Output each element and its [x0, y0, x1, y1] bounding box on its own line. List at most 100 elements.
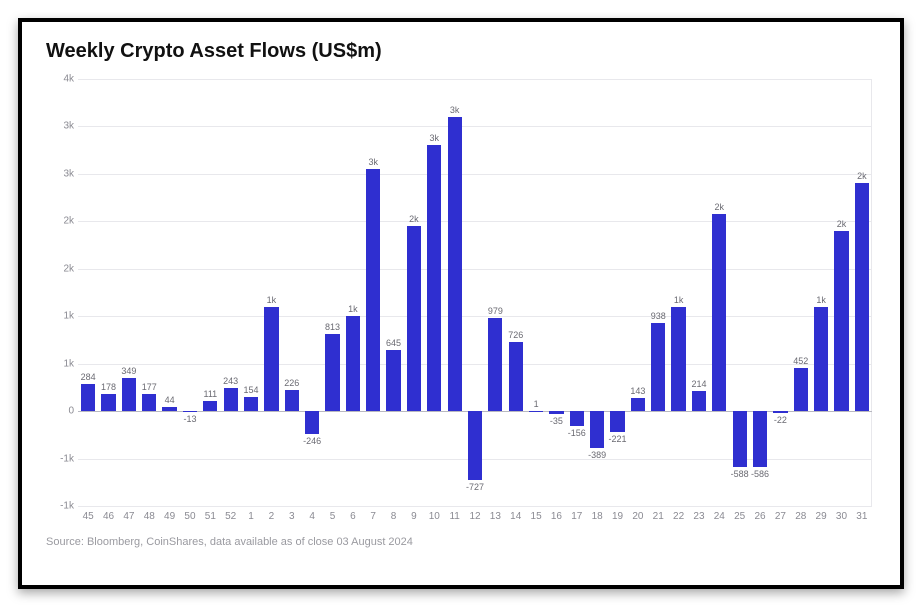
- bar-slot: -586: [750, 79, 770, 506]
- bar-slot: 177: [139, 79, 159, 506]
- chart-frame: Weekly Crypto Asset Flows (US$m) -1k-1k0…: [18, 18, 904, 589]
- x-tick-label: 45: [78, 508, 98, 528]
- bar: [712, 214, 726, 411]
- bar-value-label: 3k: [368, 157, 378, 167]
- bar: [81, 384, 95, 411]
- x-tick-label: 27: [770, 508, 790, 528]
- x-tick-label: 6: [343, 508, 363, 528]
- bar-slot: 284: [78, 79, 98, 506]
- x-tick-label: 11: [444, 508, 464, 528]
- bar-slot: 1k: [261, 79, 281, 506]
- bar-value-label: 111: [203, 389, 217, 399]
- bar-value-label: 813: [325, 322, 340, 332]
- x-tick-label: 15: [526, 508, 546, 528]
- bar-value-label: 284: [81, 372, 96, 382]
- y-tick-label: 4k: [44, 74, 78, 85]
- y-tick-label: 0: [44, 406, 78, 417]
- bar-value-label: -13: [183, 414, 196, 424]
- bar-value-label: -586: [751, 469, 769, 479]
- bar-value-label: 979: [488, 306, 503, 316]
- x-tick-label: 19: [607, 508, 627, 528]
- bar-value-label: 178: [101, 382, 116, 392]
- bar-slot: 2k: [709, 79, 729, 506]
- x-tick-label: 24: [709, 508, 729, 528]
- x-tick-label: 9: [404, 508, 424, 528]
- bar-value-label: 3k: [450, 105, 460, 115]
- x-tick-label: 31: [852, 508, 872, 528]
- x-axis: 4546474849505152123456789101112131415161…: [78, 508, 872, 528]
- bar-slot: 813: [322, 79, 342, 506]
- bar-value-label: 226: [284, 378, 299, 388]
- bar: [855, 183, 869, 411]
- bar-value-label: 2k: [715, 202, 725, 212]
- bar: [366, 169, 380, 411]
- y-tick-label: -1k: [44, 501, 78, 512]
- bar-value-label: -35: [550, 416, 563, 426]
- x-tick-label: 2: [261, 508, 281, 528]
- y-tick-label: 1k: [44, 311, 78, 322]
- x-tick-label: 16: [546, 508, 566, 528]
- bar-value-label: 645: [386, 338, 401, 348]
- bar: [814, 307, 828, 411]
- x-tick-label: 26: [750, 508, 770, 528]
- bar-slot: 349: [119, 79, 139, 506]
- bar-slot: 645: [383, 79, 403, 506]
- x-tick-label: 8: [383, 508, 403, 528]
- x-tick-label: 30: [831, 508, 851, 528]
- x-tick-label: 29: [811, 508, 831, 528]
- bar-slot: 226: [282, 79, 302, 506]
- bar-value-label: 1k: [816, 295, 826, 305]
- x-tick-label: 18: [587, 508, 607, 528]
- bar-slot: -156: [567, 79, 587, 506]
- bar: [549, 411, 563, 414]
- bar-slot: 2k: [852, 79, 872, 506]
- bar: [122, 378, 136, 411]
- bar: [448, 117, 462, 411]
- bar-slot: 938: [648, 79, 668, 506]
- bar-slot: 111: [200, 79, 220, 506]
- bar: [305, 411, 319, 434]
- bar-value-label: 3k: [430, 133, 440, 143]
- bar-slot: -246: [302, 79, 322, 506]
- bar: [427, 145, 441, 411]
- bar-slot: 1k: [811, 79, 831, 506]
- x-tick-label: 28: [791, 508, 811, 528]
- bar-slot: 979: [485, 79, 505, 506]
- bar-slot: 178: [98, 79, 118, 506]
- bar-value-label: 452: [793, 356, 808, 366]
- bar-slot: 3k: [363, 79, 383, 506]
- chart-title: Weekly Crypto Asset Flows (US$m): [46, 40, 878, 63]
- bar: [325, 334, 339, 411]
- y-tick-label: 1k: [44, 358, 78, 369]
- bar-slot: 1: [526, 79, 546, 506]
- bar-value-label: 1k: [348, 304, 358, 314]
- bar-value-label: 177: [142, 382, 157, 392]
- bar-slot: 2k: [831, 79, 851, 506]
- bar-slot: -389: [587, 79, 607, 506]
- bar-value-label: 243: [223, 376, 238, 386]
- y-tick-label: 3k: [44, 121, 78, 132]
- gridline: [78, 506, 872, 507]
- bar-value-label: 2k: [837, 219, 847, 229]
- bar: [142, 394, 156, 411]
- bar: [753, 411, 767, 467]
- bar: [183, 411, 197, 412]
- x-tick-label: 25: [730, 508, 750, 528]
- x-tick-label: 12: [465, 508, 485, 528]
- bar: [509, 342, 523, 411]
- plot-region: -1k-1k01k1k2k2k3k3k4k28417834917744-1311…: [78, 79, 872, 506]
- x-tick-label: 7: [363, 508, 383, 528]
- bar: [407, 226, 421, 411]
- x-tick-label: 47: [119, 508, 139, 528]
- bar: [346, 316, 360, 411]
- bar-value-label: 214: [691, 379, 706, 389]
- bars-container: 28417834917744-131112431541k226-2468131k…: [78, 79, 872, 506]
- x-tick-label: 3: [282, 508, 302, 528]
- bar-value-label: 154: [244, 385, 259, 395]
- bar: [386, 350, 400, 411]
- x-tick-label: 51: [200, 508, 220, 528]
- x-tick-label: 52: [221, 508, 241, 528]
- page-outer: Weekly Crypto Asset Flows (US$m) -1k-1k0…: [0, 0, 922, 607]
- bar-value-label: -727: [466, 482, 484, 492]
- x-tick-label: 46: [98, 508, 118, 528]
